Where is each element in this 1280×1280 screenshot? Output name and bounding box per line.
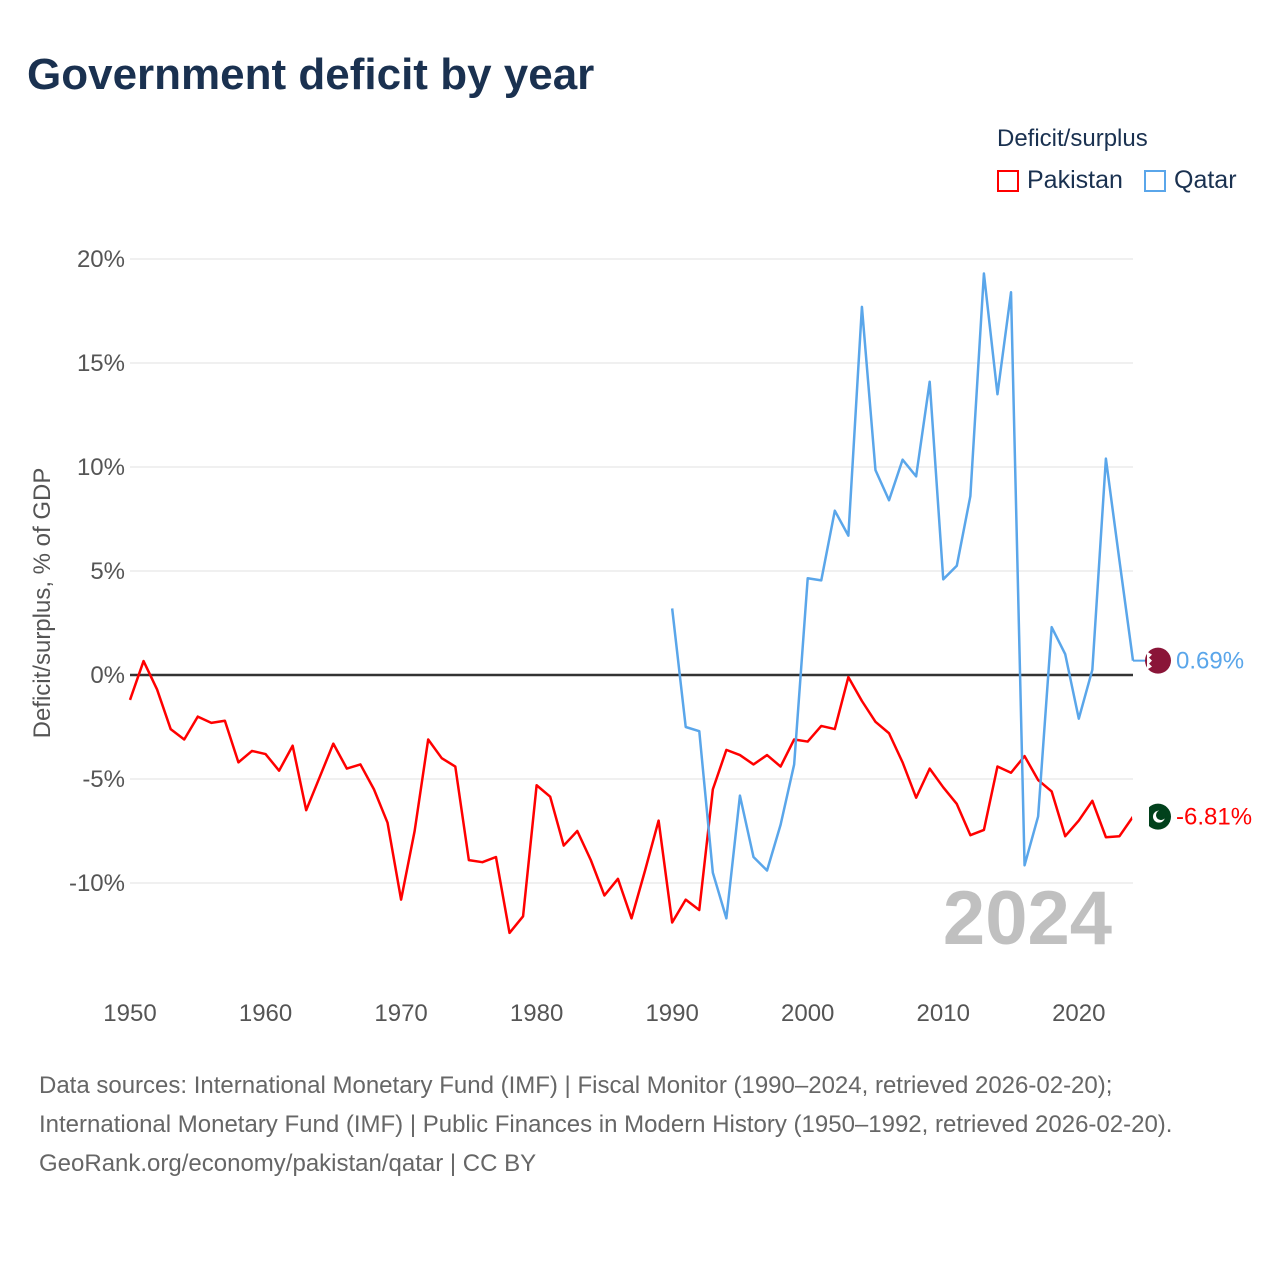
legend-item-pakistan[interactable]: Pakistan [997,166,1123,195]
x-tick-label: 1970 [374,1000,427,1027]
series-line-pakistan [128,659,1135,935]
x-tick-label: 1950 [103,1000,156,1027]
crescent-cut [1156,810,1166,821]
end-value-label: -6.81% [1176,804,1252,831]
x-tick-label: 1990 [645,1000,698,1027]
source-note: Data sources: International Monetary Fun… [39,1066,1239,1183]
y-tick-label: -10% [69,870,125,897]
qatar-flag-icon [1145,647,1171,674]
y-axis-label: Deficit/surplus, % of GDP [29,468,56,739]
legend-label: Pakistan [1027,166,1123,194]
y-tick-label: -5% [82,766,125,793]
chart-title: Government deficit by year [27,50,595,99]
y-tick-label: 10% [77,454,125,481]
flag-field [1145,647,1171,674]
legend-item-qatar[interactable]: Qatar [1144,166,1237,195]
year-watermark: 2024 [943,876,1112,961]
x-tick-label: 1960 [239,1000,292,1027]
y-tick-label: 15% [77,350,125,377]
attribution-link[interactable]: GeoRank.org/economy/pakistan/qatar | CC … [39,1150,537,1177]
data-sources: Data sources: International Monetary Fun… [39,1072,1173,1138]
legend-title: Deficit/surplus [997,125,1148,152]
flag-stripe [1132,803,1149,830]
x-tick-label: 2010 [917,1000,970,1027]
legend-swatch-qatar [1144,169,1166,192]
pakistan-flag-icon [1132,803,1171,830]
x-tick-label: 2000 [781,1000,834,1027]
line-chart: Deficit/surplus, % of GDP 2024 20% 15% 10%… [29,246,1252,1027]
x-tick-label: 1980 [510,1000,563,1027]
y-tick-label: 0% [90,662,125,689]
series-line-qatar [670,272,1135,920]
legend-label: Qatar [1174,166,1237,194]
x-tick-label: 2020 [1052,1000,1105,1027]
end-value-label: 0.69% [1176,648,1244,675]
legend-swatch-pakistan [997,169,1019,192]
y-tick-label: 20% [77,246,125,273]
flag-serration [1147,651,1152,670]
y-tick-label: 5% [90,558,125,585]
